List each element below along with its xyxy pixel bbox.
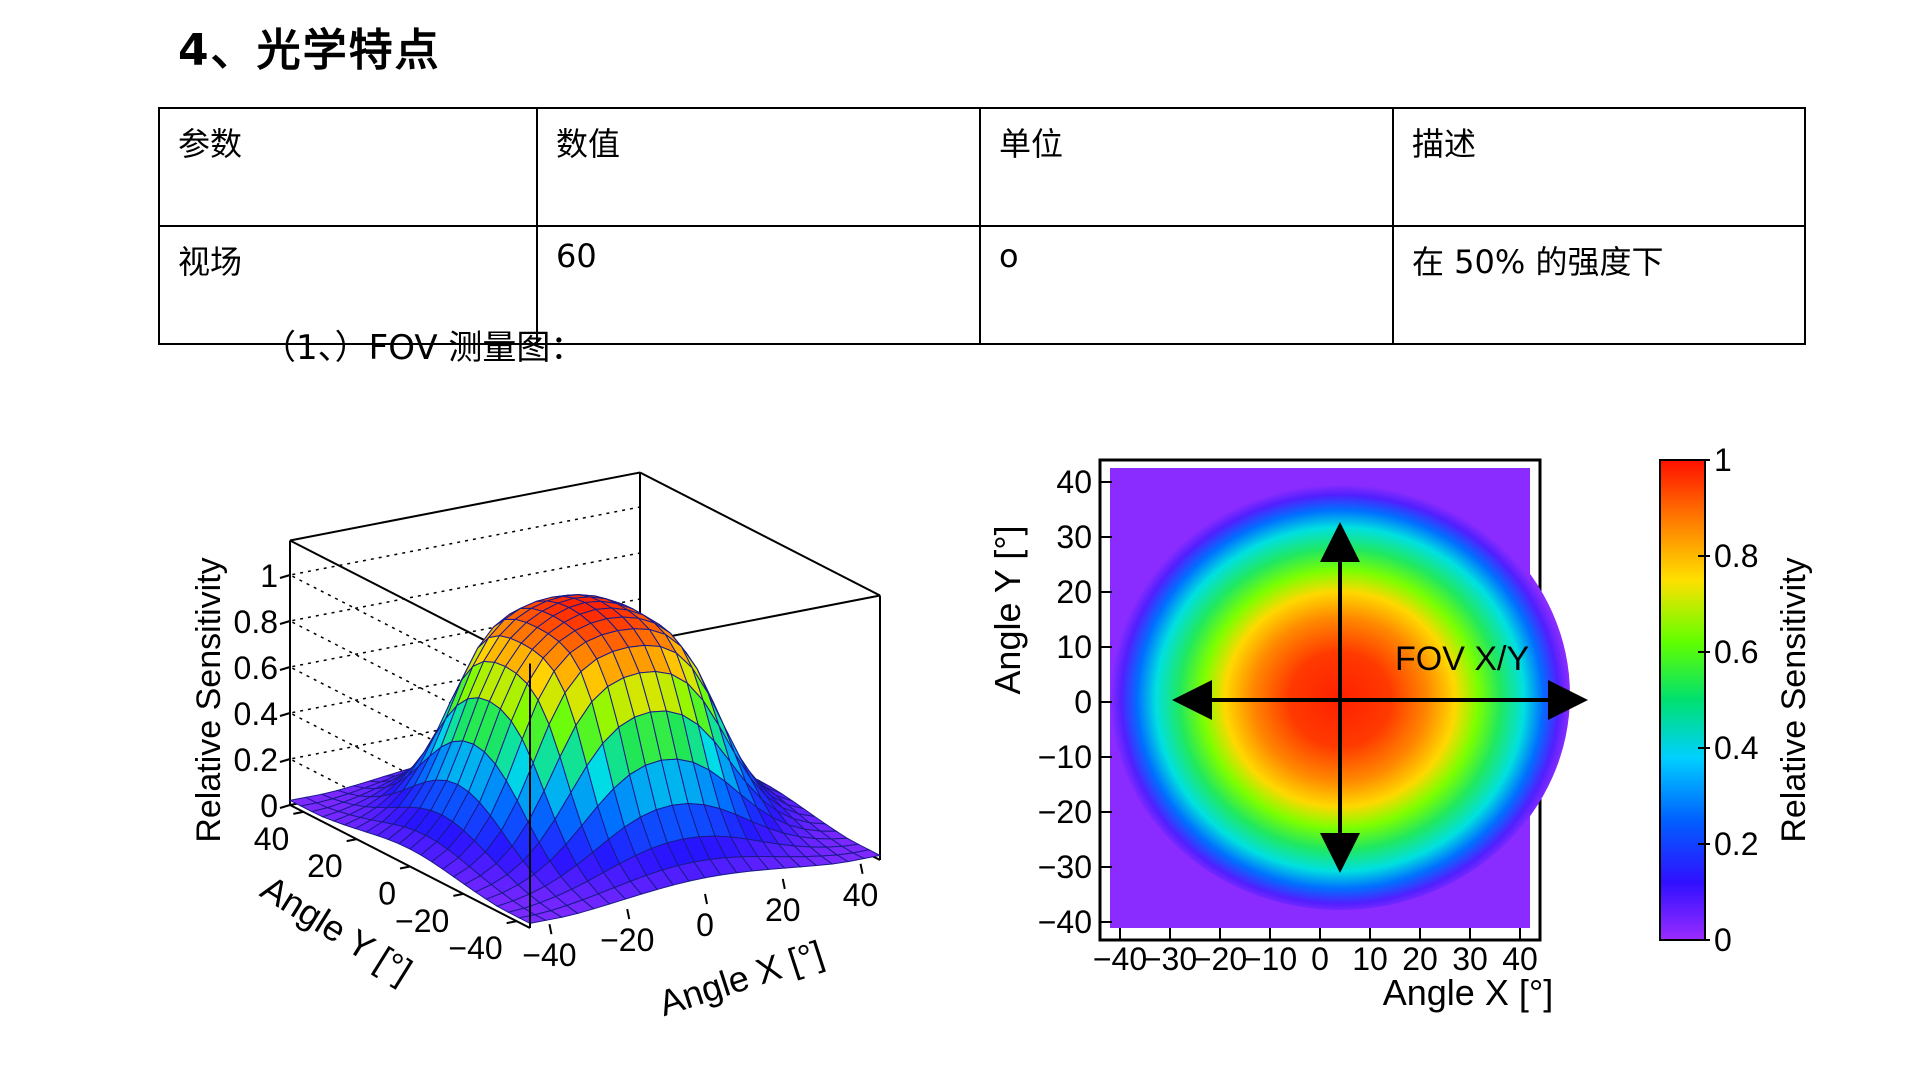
y-tick-label: −30 (1038, 849, 1092, 885)
x-tick-label: 0 (1311, 941, 1329, 977)
z-tick-label: 0.6 (234, 650, 278, 686)
z-tick-label: 0.8 (234, 604, 278, 640)
colorbar-tick-label: 0 (1714, 922, 1732, 958)
y-tick-mark (453, 892, 464, 897)
y-tick-label: −20 (395, 903, 449, 939)
y-tick-label: 20 (307, 848, 343, 884)
table-cell: o (979, 225, 1394, 345)
heatmap-x-label: Angle X [°] (1383, 972, 1554, 1013)
y-tick-label: −20 (1038, 794, 1092, 830)
y-tick-label: 30 (1056, 519, 1092, 555)
y-tick-label: 10 (1056, 629, 1092, 665)
box-edge (639, 471, 881, 597)
x-tick-mark (626, 908, 631, 920)
z-tick-mark (279, 666, 291, 671)
x-tick-label: 0 (696, 907, 714, 943)
colorbar-tick-label: 0.4 (1714, 730, 1758, 766)
y-tick-label: 20 (1056, 574, 1092, 610)
x-axis-label: Angle X [°] (654, 932, 829, 1024)
figure-caption: （1、）FOV 测量图： (262, 328, 585, 368)
colorbar (1659, 459, 1706, 941)
x-tick-mark (781, 878, 786, 890)
x-tick-label: 40 (1502, 941, 1538, 977)
x-tick-label: −10 (1243, 941, 1297, 977)
y-tick-label: −10 (1038, 739, 1092, 775)
colorbar-tick-label: 0.2 (1714, 826, 1758, 862)
x-tick-mark (704, 893, 708, 905)
section-title: 4、光学特点 (178, 25, 441, 76)
y-tick-label: 0 (378, 876, 396, 912)
z-tick-mark (279, 758, 291, 763)
grid-line (287, 506, 641, 699)
z-tick-mark (279, 620, 291, 625)
z-tick-mark (279, 712, 291, 717)
heatmap-plot: FOV X/Y −40−30−20−10 0 10 20 30 40403020100−1… (987, 442, 1813, 1013)
heatmap-y-label: Angle Y [°] (987, 525, 1028, 694)
colorbar-tick-label: 0.6 (1714, 634, 1758, 670)
y-tick-mark (346, 838, 357, 843)
table-cell: 视场 (158, 225, 538, 345)
table-header-row: 参数 数值 单位 描述 (158, 107, 1806, 227)
z-tick-label: 0.4 (234, 696, 278, 732)
y-tick-label: −40 (448, 930, 502, 966)
x-tick-label: 40 (843, 877, 879, 913)
table-header-cell: 描述 (1392, 107, 1806, 227)
colorbar-tick-label: 1 (1714, 442, 1732, 478)
x-tick-label: 20 (765, 892, 801, 928)
y-tick-mark (399, 865, 411, 870)
z-axis-label: Relative Sensitivity (190, 557, 228, 842)
table-header-cell: 参数 (158, 107, 538, 227)
parameter-table: 参数 数值 单位 描述 视场 60 o 在 50% 的强度下 (158, 107, 1806, 345)
box-edge (289, 471, 641, 542)
z-tick-label: 1 (260, 558, 278, 594)
y-tick-mark (506, 920, 517, 925)
x-tick-label: −40 (1093, 941, 1147, 977)
z-tick-label: 0.2 (234, 742, 278, 778)
x-tick-label: −20 (600, 922, 654, 958)
y-tick-label: 0 (1074, 684, 1092, 720)
z-tick-mark (279, 804, 291, 809)
table-header-cell: 数值 (536, 107, 981, 227)
x-tick-label: 30 (1452, 941, 1488, 977)
z-tick-mark (279, 574, 291, 579)
table-row: 视场 60 o 在 50% 的强度下 (158, 225, 1806, 345)
colorbar-tick-label: 0.8 (1714, 538, 1758, 574)
x-tick-label: 10 (1352, 941, 1388, 977)
x-tick-mark (548, 924, 553, 935)
x-tick-label: −20 (1193, 941, 1247, 977)
y-tick-mark (293, 810, 304, 815)
x-tick-label: −30 (1143, 941, 1197, 977)
surface-patch (851, 849, 882, 860)
x-tick-mark (859, 863, 864, 874)
table-cell: 60 (536, 225, 981, 345)
x-tick-label: 20 (1402, 941, 1438, 977)
z-tick-label: 0 (260, 788, 278, 824)
colorbar-label: Relative Sensitivity (1775, 557, 1813, 842)
table-header-cell: 单位 (979, 107, 1394, 227)
fov-annotation: FOV X/Y (1395, 640, 1529, 678)
table-cell: 在 50% 的强度下 (1392, 225, 1806, 345)
y-tick-label: 40 (254, 821, 290, 857)
y-tick-label: 40 (1056, 464, 1092, 500)
x-tick-label: −40 (522, 937, 576, 973)
y-tick-label: −40 (1038, 904, 1092, 940)
